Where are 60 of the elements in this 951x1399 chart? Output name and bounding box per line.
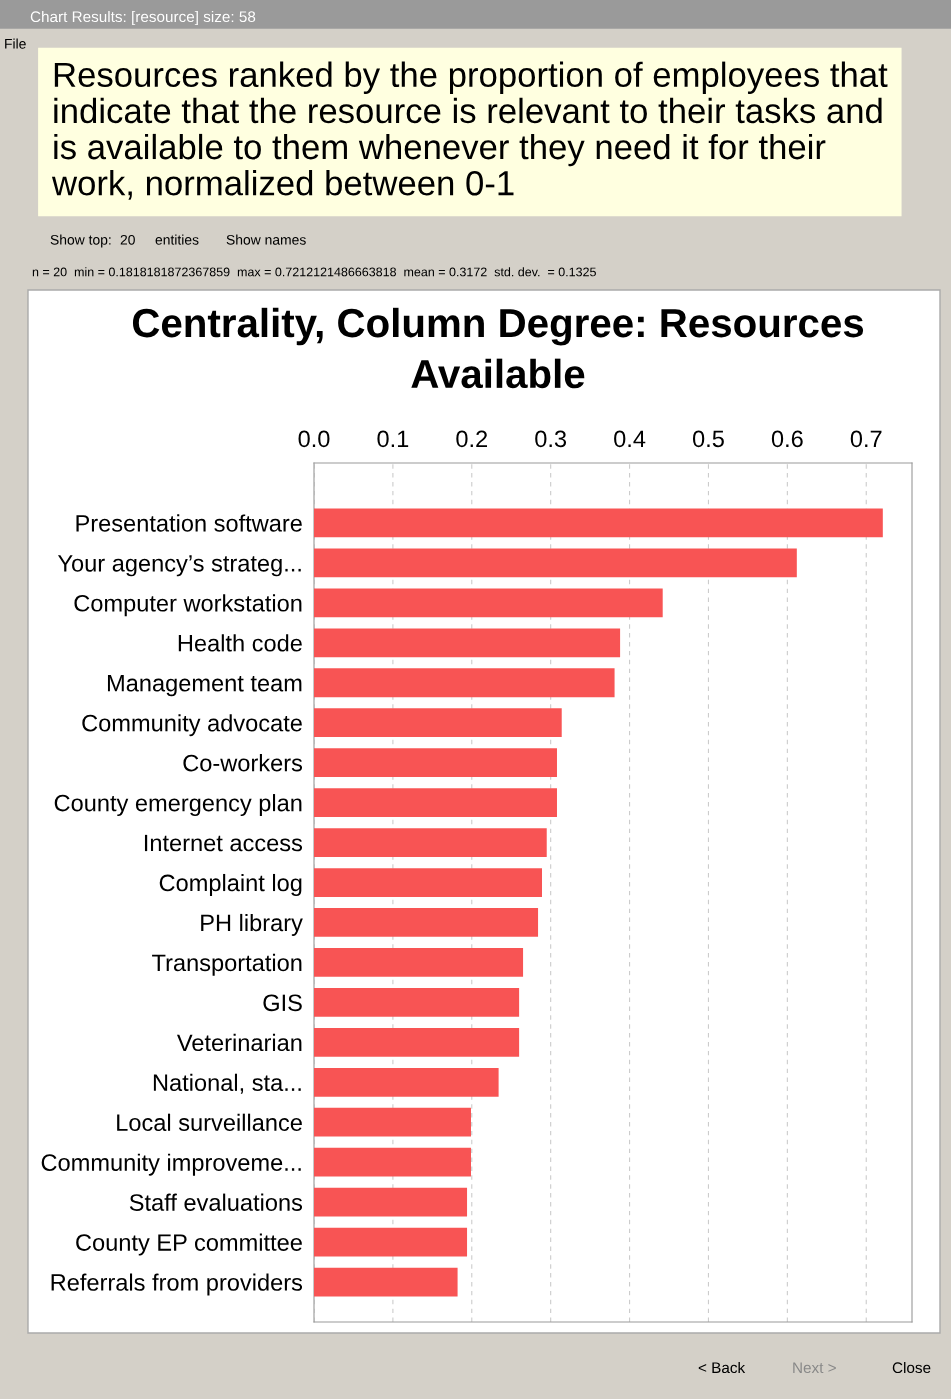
text: File — [5, 38, 26, 49]
y-tick-label: Management team — [107, 675, 302, 697]
text: Show names — [226, 234, 306, 245]
bar — [314, 708, 562, 738]
x-tick-label: 0.7 — [850, 430, 882, 448]
text: entities — [155, 234, 199, 245]
x-tick-label: 0.2 — [456, 430, 488, 448]
y-tick-label: County emergency plan — [54, 794, 302, 817]
text: Show top: — [50, 234, 111, 248]
bar — [314, 1027, 520, 1057]
y-tick-label: Community advocate — [82, 714, 302, 737]
x-tick-label: 0.0 — [298, 430, 330, 448]
bar — [314, 748, 557, 778]
y-tick-label: Local surveillance — [117, 1113, 302, 1132]
text: 20 — [120, 234, 135, 245]
y-tick-label: Your agency’s strateg... — [57, 555, 301, 577]
y-tick-label: Internet access — [144, 834, 303, 852]
text: n = 20 min = 0.1818181872367859 max = 0.7212121486663818 mean = 0.3172 std. dev. = 0.1325 — [32, 267, 596, 277]
bar — [314, 948, 524, 977]
y-tick-label: GIS — [263, 994, 302, 1012]
y-tick-label: Referrals from providers — [51, 1273, 303, 1296]
bar — [314, 548, 797, 578]
bar — [314, 1227, 468, 1257]
text: Chart Results: [resource] size: 58 — [30, 10, 256, 26]
y-tick-label: Presentation software — [76, 514, 302, 532]
x-tick-label: 0.5 — [692, 430, 724, 448]
bar — [314, 1187, 468, 1217]
text: < Back — [698, 1361, 746, 1374]
bar — [314, 508, 883, 538]
x-tick-label: 0.6 — [771, 430, 803, 448]
y-tick-label: Veterinarian — [176, 1033, 302, 1052]
y-tick-label: Computer workstation — [74, 594, 302, 617]
y-tick-label: PH library — [201, 913, 303, 936]
y-tick-label: Co-workers — [183, 754, 303, 772]
bar — [314, 588, 663, 618]
bar — [314, 987, 520, 1017]
bar — [314, 1107, 471, 1137]
text: Close — [892, 1361, 931, 1374]
y-tick-label: Transportation — [152, 953, 302, 976]
x-tick-label: 0.1 — [377, 430, 409, 448]
bar — [314, 788, 557, 817]
y-tick-label: Community improveme... — [41, 1153, 301, 1176]
chart-subtitle: Resources ranked by the proportion of employees that indicate that the resource is relevant to their tasks and is available to them whenever they need it for their work, normalized between 0-1 — [51, 61, 888, 200]
bar — [314, 868, 542, 897]
y-tick-label: Staff evaluations — [129, 1193, 303, 1211]
chart-title: Centrality, Column Degree: Resources Available — [132, 307, 864, 389]
text: Next > — [793, 1362, 836, 1374]
x-tick-label: 0.4 — [614, 430, 646, 448]
bar — [314, 1267, 458, 1297]
bar — [314, 828, 547, 857]
bar — [314, 1067, 499, 1097]
bar — [314, 628, 621, 658]
y-tick-label: National, sta... — [153, 1073, 301, 1094]
bar — [314, 908, 539, 937]
y-tick-label: County EP committee — [76, 1233, 302, 1256]
bar — [314, 668, 615, 698]
bar — [314, 1147, 471, 1177]
y-tick-label: Health code — [178, 634, 302, 652]
y-tick-label: Complaint log — [159, 873, 302, 896]
x-tick-label: 0.3 — [535, 430, 567, 448]
